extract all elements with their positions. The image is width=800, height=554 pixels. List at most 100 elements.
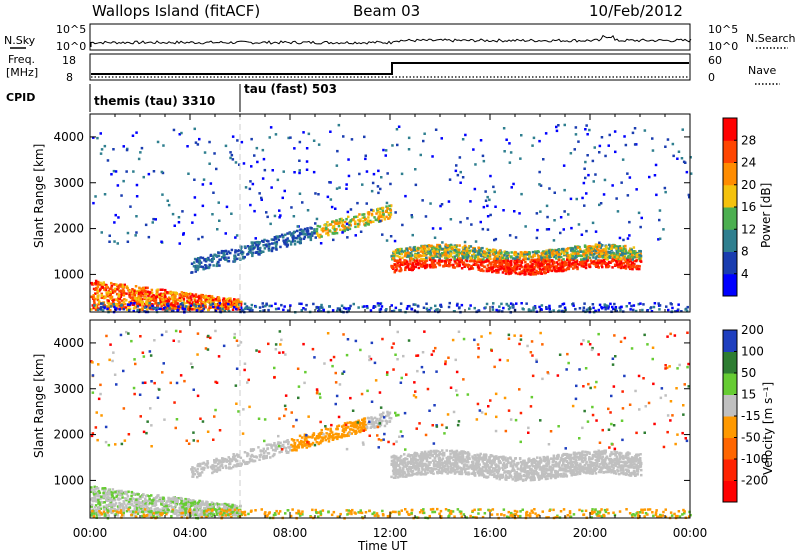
echo-cell: [628, 263, 632, 266]
echo-cell: [237, 514, 240, 518]
echo-cell: [109, 303, 112, 306]
power-data: [90, 123, 693, 314]
echo-cell: [190, 302, 194, 306]
echo-cell: [602, 249, 606, 252]
echo-cell: [438, 262, 441, 265]
echo-cell: [461, 263, 465, 266]
echo-cell: [623, 258, 626, 261]
echo-cell: [131, 288, 134, 291]
echo-cell: [444, 262, 447, 265]
echo-cell: [635, 264, 639, 268]
echo-cell: [161, 288, 164, 291]
echo-cell: [433, 259, 437, 262]
echo-cell: [227, 308, 230, 311]
echo-cell: [187, 296, 191, 300]
echo-cell: [513, 210, 516, 213]
echo-cell: [310, 233, 313, 236]
echo-cell: [429, 251, 433, 255]
echo-cell: [563, 188, 566, 192]
echo-cell: [292, 235, 295, 238]
echo-cell: [583, 302, 586, 305]
echo-cell: [499, 263, 503, 267]
echo-cell: [479, 269, 483, 272]
echo-cell: [412, 246, 415, 250]
echo-cell: [109, 290, 112, 294]
echo-cell: [364, 157, 367, 161]
echo-cell: [489, 265, 493, 268]
echo-cell: [146, 494, 149, 497]
echo-cell: [566, 252, 569, 255]
echo-cell: [526, 253, 529, 256]
echo-cell: [469, 200, 472, 203]
nave-label: Nave: [748, 64, 776, 77]
echo-cell: [510, 263, 513, 266]
echo-cell: [574, 246, 577, 249]
echo-cell: [581, 260, 585, 264]
freq-tick-high: 18: [62, 54, 76, 67]
echo-cell: [603, 305, 606, 309]
echo-cell: [491, 270, 494, 274]
echo-cell: [474, 240, 478, 243]
echo-cell: [473, 257, 477, 260]
echo-cell: [552, 260, 555, 264]
echo-cell: [497, 255, 501, 259]
echo-cell: [251, 254, 254, 258]
echo-cell: [618, 258, 621, 261]
echo-cell: [211, 305, 215, 309]
echo-cell: [533, 260, 537, 263]
echo-cell: [143, 296, 147, 299]
echo-cell: [258, 241, 261, 245]
colorbar-tick-label: 8: [741, 245, 749, 259]
echo-cell: [248, 245, 251, 249]
echo-cell: [125, 497, 128, 501]
echo-cell: [579, 254, 582, 257]
echo-cell: [127, 501, 131, 504]
echo-cell: [141, 307, 144, 310]
echo-cell: [604, 249, 607, 252]
echo-cell: [601, 262, 604, 265]
echo-cell: [272, 238, 275, 241]
echo-cell: [664, 190, 667, 194]
echo-cell: [631, 258, 634, 261]
echo-cell: [453, 257, 457, 261]
echo-cell: [300, 309, 303, 312]
echo-cell: [347, 226, 350, 230]
echo-cell: [404, 194, 407, 198]
echo-cell: [456, 251, 460, 254]
echo-cell: [271, 246, 274, 250]
echo-cell: [544, 259, 547, 263]
echo-cell: [433, 264, 436, 267]
echo-cell: [93, 509, 96, 512]
echo-cell: [582, 263, 585, 267]
echo-cell: [199, 310, 203, 313]
echo-cell: [505, 270, 509, 274]
echo-cell: [447, 200, 451, 203]
echo-cell: [110, 284, 114, 288]
echo-cell: [109, 493, 112, 496]
echo-cell: [196, 303, 200, 306]
echo-cell: [499, 252, 503, 255]
echo-cell: [110, 493, 114, 497]
nsky-label: N.Sky: [4, 34, 36, 47]
echo-cell: [601, 265, 604, 269]
echo-cell: [370, 208, 373, 212]
echo-cell: [436, 252, 439, 255]
echo-cell: [258, 306, 262, 309]
echo-cell: [482, 253, 485, 257]
echo-cell: [251, 309, 254, 312]
echo-cell: [653, 302, 657, 305]
echo-cell: [224, 305, 228, 309]
echo-cell: [250, 165, 253, 168]
echo-cell: [147, 499, 150, 502]
echo-cell: [93, 506, 97, 509]
echo-cell: [173, 224, 176, 227]
echo-cell: [282, 308, 285, 312]
echo-cell: [594, 251, 598, 255]
echo-cell: [218, 299, 221, 302]
echo-cell: [207, 295, 210, 298]
echo-cell: [278, 209, 281, 212]
echo-cell: [203, 503, 206, 507]
echo-cell: [437, 255, 441, 259]
